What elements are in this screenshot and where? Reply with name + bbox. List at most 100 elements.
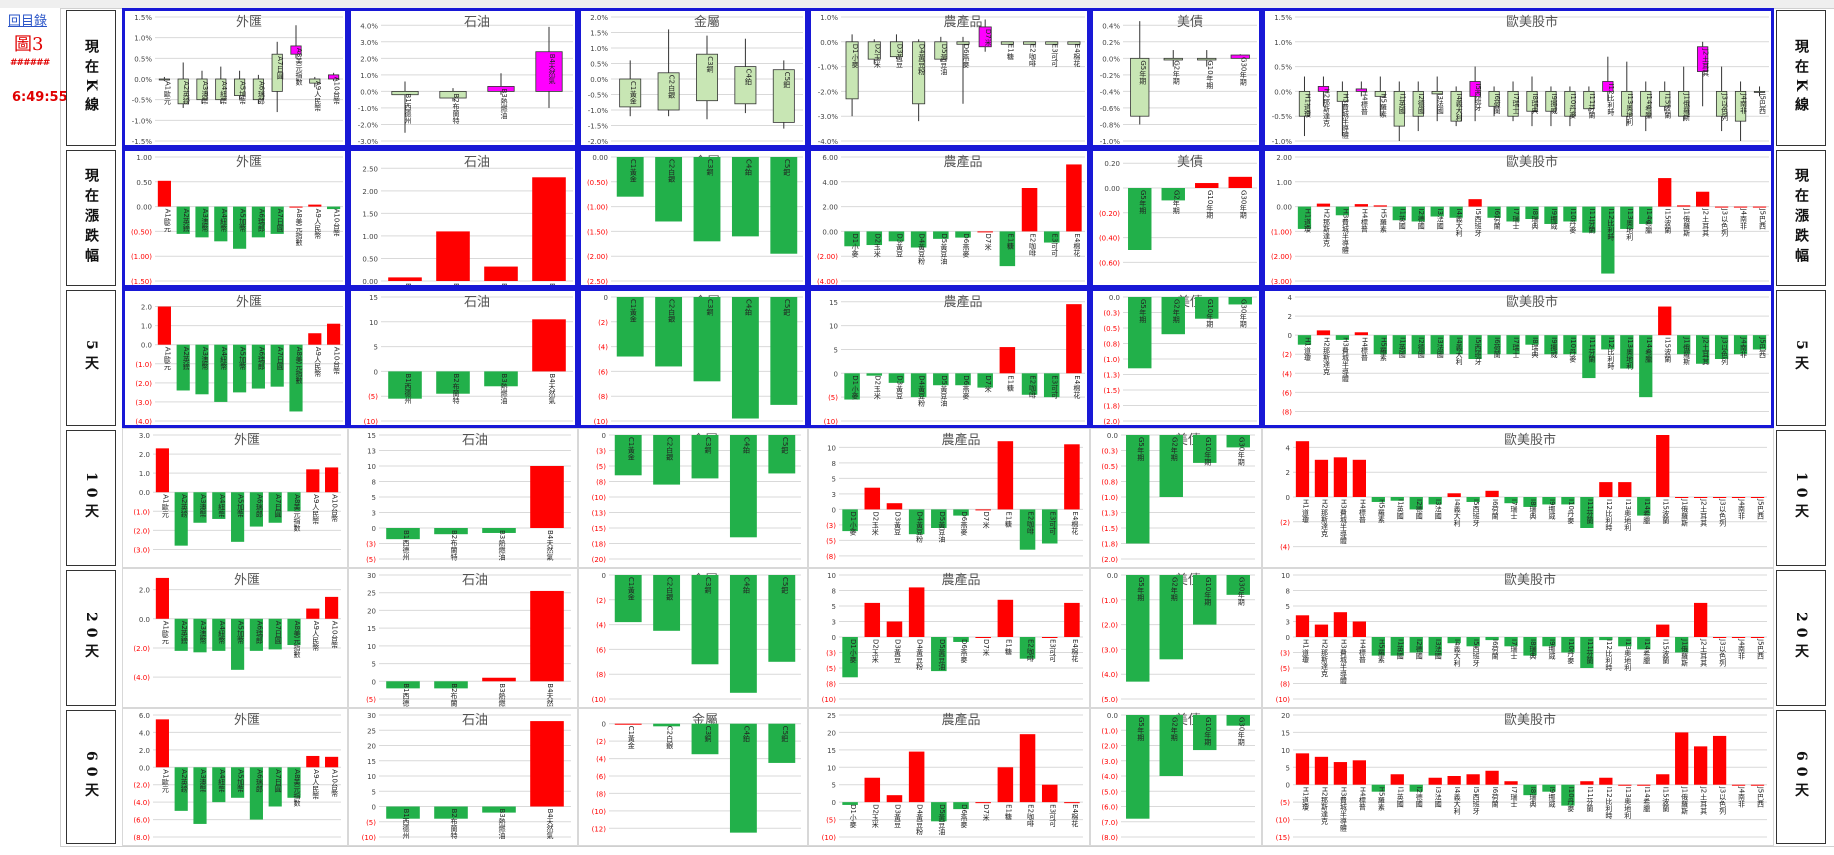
category-label: I13奧地利 bbox=[1626, 209, 1634, 241]
chart-panel-r3-c0[interactable]: (3.0) (2.0) (1.0) 0.0 1.0 2.0 3.0 外匯 A1歐元 A2英鎊 A3澳… bbox=[122, 428, 348, 568]
y-tick-label: (4) bbox=[596, 622, 606, 630]
bar bbox=[655, 297, 683, 367]
chart-svg: (5) 0 5 10 15 20 25 30 石油 B1西德州 B2布蘭特 B3熱燃油 B4天然氣 bbox=[366, 572, 571, 707]
chart-panel-r0-c4[interactable]: -1.0% -0.8% -0.6% -0.4% -0.2% 0.0% 0.2% 0.4% 美債 G… bbox=[1090, 8, 1262, 148]
category-label: J1俄羅斯 bbox=[1681, 638, 1689, 668]
category-label: I13奧地利 bbox=[1626, 337, 1634, 369]
chart-panel-r1-c5[interactable]: (3.00) (2.00) (1.00) 0.00 1.00 2.00 歐美股市 H1道瓊 H2… bbox=[1262, 148, 1774, 288]
y-tick-label: 1.0% bbox=[820, 14, 838, 22]
chart-panel-r0-c0[interactable]: -1.5% -1.0% -0.5% 0.0% 0.5% 1.0% 1.5% 外匯 A1歐元 A2英… bbox=[122, 8, 348, 148]
chart-panel-r2-c0[interactable]: (4.0) (3.0) (2.0) (1.0) 0.0 1.0 2.0 外匯 A1歐元 A2英鎊 A… bbox=[122, 288, 348, 428]
chart-panel-r2-c1[interactable]: (10) (5) 0 5 10 15 石油 B1西德州 B2布蘭特 B3熱燃油 B4天然氣 bbox=[348, 288, 578, 428]
bar bbox=[1675, 497, 1689, 498]
candle-body bbox=[1697, 46, 1709, 72]
category-label: I7瑞士 bbox=[1512, 209, 1520, 230]
chart-panel-r0-c2[interactable]: -2.0% -1.5% -1.0% -0.5% 0.0% 0.5% 1.0% 1.5% 2.0%… bbox=[578, 8, 808, 148]
back-to-index-link[interactable]: 回目錄 bbox=[8, 14, 48, 29]
category-label: J2土耳其 bbox=[1700, 498, 1708, 528]
chart-panel-r1-c1[interactable]: 0.00 0.50 1.00 1.50 2.00 2.50 石油 B1西德州 B2布蘭特 B3熱燃… bbox=[348, 148, 578, 288]
chart-panel-r3-c1[interactable]: (5) (3) 0 3 5 8 10 13 15 石油 B1西德州 B2布蘭特 B3熱燃油 B4天然氣 bbox=[348, 428, 578, 568]
chart-panel-r5-c0[interactable]: (8.0) (6.0) (4.0) (2.0) 0.0 2.0 4.0 6.0 外匯 A1歐元 A2… bbox=[122, 708, 348, 846]
bar bbox=[231, 618, 245, 670]
y-tick-label: (5) bbox=[826, 537, 836, 545]
chart-panel-r4-c1[interactable]: (5) 0 5 10 15 20 25 30 石油 B1西德州 B2布蘭特 B3熱燃油 B4天然氣 bbox=[348, 568, 578, 708]
chart-panel-r4-c4[interactable]: (5.0) (4.0) (3.0) (2.0) (1.0) 0.0 美債 G5年期 G2年期 G1… bbox=[1090, 568, 1262, 708]
chart-panel-r5-c2[interactable]: (12) (10) (8) (6) (4) (2) 0 金屬 C1黃金 C2白銀 C3銅 C4鉑 C5鈀 bbox=[578, 708, 808, 846]
y-tick-label: (3) bbox=[1280, 650, 1290, 658]
category-label: I1英國 bbox=[1398, 337, 1406, 359]
y-tick-label: 2 bbox=[1286, 469, 1290, 477]
y-tick-label: -3.0% bbox=[358, 138, 379, 146]
y-tick-label: 1.0% bbox=[134, 35, 152, 43]
chart-panel-r0-c5[interactable]: -1.0% -0.5% 0.0% 0.5% 1.0% 1.5% 歐美股市 H1道瓊 H2那斯達克… bbox=[1262, 8, 1774, 148]
chart-panel-r0-c3[interactable]: -4.0% -3.0% -2.0% -1.0% 0.0% 1.0% 農產品 D1小麥 D2玉米 D… bbox=[808, 8, 1090, 148]
candle-body bbox=[1000, 41, 1014, 45]
category-label: D4黃豆粉 bbox=[918, 375, 926, 407]
chart-panel-r1-c3[interactable]: (4.00) (2.00) 0.00 2.00 4.00 6.00 農產品 D1小麥 D2玉米 D… bbox=[808, 148, 1090, 288]
bar bbox=[1019, 509, 1036, 550]
chart-panel-r1-c2[interactable]: (2.50)(2.00)(1.50)(1.00)(0.50)0.00金屬C1黃金… bbox=[578, 148, 808, 288]
y-tick-label: 0 bbox=[1288, 332, 1292, 340]
chart-panel-r1-c0[interactable]: (1.50) (1.00) (0.50) 0.00 0.50 1.00 外匯 A1歐元 A2英鎊… bbox=[122, 148, 348, 288]
chart-panel-r5-c5[interactable]: (15) (10) (5) 0 5 10 15 20 歐美股市 H1道瓊 H2那斯達克 H3費城半導體… bbox=[1262, 708, 1774, 846]
chart-panel-r4-c5[interactable]: (10) (8) (5) (3) 0 3 5 8 10 歐美股市 H1道瓊 H2那斯達克 H3費城半導體… bbox=[1262, 568, 1774, 708]
chart-panel-r4-c0[interactable]: (4.0) (2.0) 0.0 2.0 外匯 A1歐元 A2英鎊 A3澳幣 A4紐幣 A5加幣 A6… bbox=[122, 568, 348, 708]
category-label: J2土耳其 bbox=[1702, 336, 1710, 366]
y-tick-label: (1.0) bbox=[135, 361, 152, 369]
category-label: I5西班牙 bbox=[1474, 337, 1482, 366]
bar bbox=[1390, 497, 1404, 501]
bar bbox=[888, 231, 905, 242]
bar bbox=[1428, 497, 1442, 505]
y-tick-label: (8) bbox=[826, 681, 836, 689]
candle-body bbox=[1621, 91, 1633, 117]
bar bbox=[1750, 637, 1765, 638]
chart-panel-r5-c4[interactable]: (8.0) (7.0) (6.0) (5.0) (4.0) (3.0) (2.0) (1.0)… bbox=[1090, 708, 1262, 846]
bar bbox=[1430, 335, 1444, 355]
y-tick-label: 10 bbox=[367, 773, 376, 781]
y-tick-label: -3.0% bbox=[818, 113, 839, 121]
y-tick-label: -1.0% bbox=[132, 117, 153, 125]
row-header-label: 5天 bbox=[1793, 340, 1809, 376]
category-label: A5加幣 bbox=[239, 347, 247, 371]
bar bbox=[1064, 802, 1080, 804]
bar bbox=[1043, 373, 1060, 398]
bar bbox=[1352, 459, 1366, 497]
chart-panel-r4-c3[interactable]: (10) (8) (5) (3) 0 3 5 8 10 農產品 D1小麥 D2玉米 D3黃豆 D4黃豆粉 D… bbox=[808, 568, 1090, 708]
row-header-left-2: 5天 bbox=[66, 290, 116, 426]
chart-panel-r2-c5[interactable]: (8) (6) (4) (2) 0 2 4 歐美股市 H1道瓊 H2那斯達克 H3費城半導體 H4標普… bbox=[1262, 288, 1774, 428]
y-tick-label: (0.50) bbox=[587, 179, 608, 187]
marks: A1歐元 A2英鎊 A3澳幣 A4紐幣 A5加幣 A6瑞郎 A7日圓 A8美元指數 A9人民幣 A… bbox=[155, 448, 339, 546]
chart-panel-r3-c4[interactable]: (2.0) (1.8) (1.5) (1.3) (1.0) (0.8) (0.5) (0.3)… bbox=[1090, 428, 1262, 568]
bar bbox=[1712, 637, 1727, 638]
chart-panel-r5-c1[interactable]: (10) (5) 0 5 10 15 20 25 30 石油 B1西德州 B2布蘭特 B3熱燃油 B4天然… bbox=[348, 708, 578, 846]
bar bbox=[1390, 637, 1404, 656]
bar bbox=[1523, 497, 1537, 507]
category-label: A7日圓 bbox=[276, 209, 284, 233]
bar bbox=[1487, 206, 1501, 218]
bar bbox=[1637, 637, 1651, 650]
bar bbox=[729, 723, 757, 833]
chart-panel-r3-c3[interactable]: (8) (5) (3) 0 3 5 8 10 農產品 D1小麥 D2玉米 D3黃豆 D4黃豆粉 D5黃豆油… bbox=[808, 428, 1090, 568]
y-tick-label: 0.50 bbox=[136, 179, 152, 187]
category-label: D3黃豆 bbox=[895, 233, 903, 257]
bar bbox=[308, 333, 322, 345]
chart-panel-r3-c5[interactable]: (4) (2) 0 2 4 歐美股市 H1道瓊 H2那斯達克 H3費城半導體 H4標普 H5羅素 I1… bbox=[1262, 428, 1774, 568]
chart-panel-r5-c3[interactable]: (10) (5) 0 5 10 15 20 25 農產品 D1小麥 D2玉米 D3黃豆 D4黃豆粉 D5黃… bbox=[808, 708, 1090, 846]
y-tick-label: (10) bbox=[822, 696, 837, 704]
chart-panel-r1-c4[interactable]: (0.60) (0.40) (0.20) 0.00 0.20 美債 G5年期 G2年期 G10年… bbox=[1090, 148, 1262, 288]
chart-panel-r0-c1[interactable]: -3.0% -2.0% -1.0% 0.0% 1.0% 2.0% 3.0% 4.0% 石油 B1西… bbox=[348, 8, 578, 148]
chart-panel-r3-c2[interactable]: (20)(18)(15)(13)(10)(8)(5)(3)0金屬C1黃金C2白銀… bbox=[578, 428, 808, 568]
chart-panel-r2-c4[interactable]: (2.0) (1.8) (1.5) (1.3) (1.0) (0.8) (0.5) (0.3)… bbox=[1090, 288, 1262, 428]
candle-body bbox=[934, 41, 948, 60]
y-tick-label: -1.0% bbox=[358, 105, 379, 113]
bar bbox=[768, 723, 796, 763]
bar bbox=[1525, 206, 1539, 219]
marks: D1小麥 D2玉米 D3黃豆 D4黃豆粉 D5黃豆油 D6燕麥 D7米 E1糖 E2咖啡 E3可可… bbox=[842, 734, 1080, 836]
chart-panel-r2-c3[interactable]: (10) (5) 0 5 10 15 農產品 D1小麥 D2玉米 D3黃豆 D4黃豆粉 D5黃豆油 D6… bbox=[808, 288, 1090, 428]
category-label: I5西班牙 bbox=[1472, 499, 1480, 528]
candle-body bbox=[1678, 91, 1690, 117]
candle-body bbox=[845, 41, 859, 100]
bar bbox=[953, 509, 969, 516]
